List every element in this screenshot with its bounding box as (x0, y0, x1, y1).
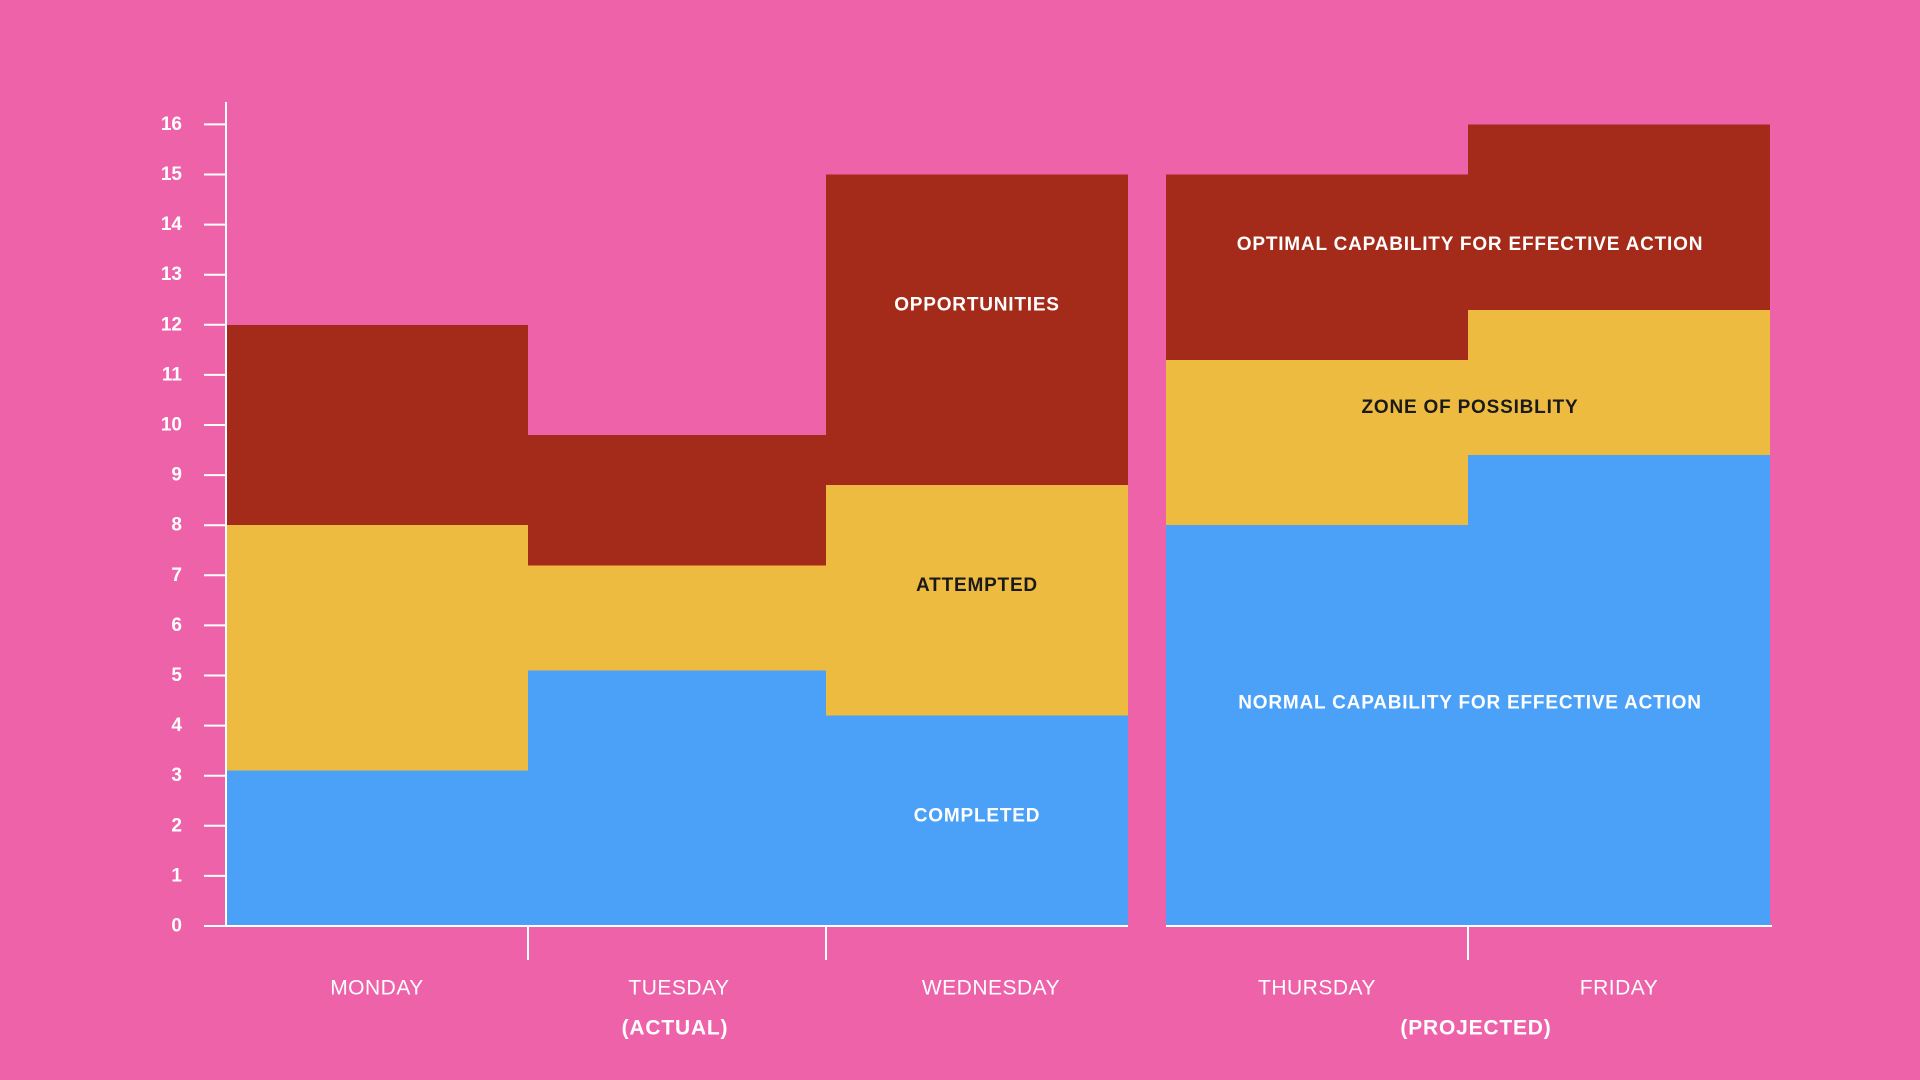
y-tick-label-15: 15 (161, 164, 183, 185)
x-label-wednesday: WEDNESDAY (922, 977, 1060, 1000)
bar-segment-friday-series-1 (1468, 455, 1770, 926)
annotation-optimal-capability-for-effective-action: OPTIMAL CAPABILITY FOR EFFECTIVE ACTION (1237, 234, 1703, 255)
y-tick-label-1: 1 (171, 865, 182, 886)
y-tick-label-7: 7 (171, 565, 182, 586)
bar-segment-monday-series-3 (226, 324, 528, 526)
y-tick-label-5: 5 (171, 665, 182, 686)
y-tick-label-16: 16 (161, 114, 182, 135)
y-tick-label-12: 12 (161, 314, 182, 335)
group-label-1: (ACTUAL) (622, 1017, 729, 1040)
annotation-completed: COMPLETED (914, 805, 1040, 826)
y-tick-label-4: 4 (171, 715, 182, 736)
annotation-attempted: ATTEMPTED (916, 575, 1038, 596)
bar-segment-monday-series-1 (226, 770, 528, 926)
y-tick-label-13: 13 (161, 264, 182, 285)
y-tick-label-14: 14 (161, 214, 183, 235)
y-tick-label-0: 0 (171, 916, 182, 937)
x-label-tuesday: TUESDAY (628, 977, 729, 1000)
annotation-zone-of-possiblity: ZONE OF POSSIBLITY (1361, 397, 1578, 418)
annotation-layer: OPPORTUNITIES ATTEMPTED COMPLETED OPTIMAL C… (894, 234, 1703, 826)
annotation-normal-capability-for-effective-action: NORMAL CAPABILITY FOR EFFECTIVE ACTION (1238, 693, 1702, 714)
bar-layer (226, 124, 1770, 926)
x-label-friday: FRIDAY (1580, 977, 1658, 1000)
axes-layer (204, 102, 1772, 960)
bar-segment-thursday-series-2 (1166, 359, 1468, 526)
y-tick-label-9: 9 (171, 465, 182, 486)
group-label-2: (PROJECTED) (1400, 1017, 1551, 1040)
bar-segment-wednesday-series-2 (826, 485, 1128, 716)
bar-segment-friday-series-3 (1468, 124, 1770, 310)
bar-segment-thursday-series-3 (1166, 174, 1468, 360)
bar-segment-monday-series-2 (226, 525, 528, 771)
bar-segment-wednesday-series-1 (826, 715, 1128, 926)
bar-segment-tuesday-series-1 (528, 670, 830, 926)
annotation-opportunities: OPPORTUNITIES (894, 294, 1060, 315)
y-tick-label-11: 11 (162, 364, 183, 385)
bar-segment-tuesday-series-2 (528, 565, 830, 671)
x-label-thursday: THURSDAY (1258, 977, 1376, 1000)
y-tick-label-10: 10 (161, 415, 182, 436)
x-label-monday: MONDAY (330, 977, 424, 1000)
y-tick-label-6: 6 (171, 615, 182, 636)
y-tick-label-3: 3 (171, 765, 182, 786)
y-tick-label-8: 8 (171, 515, 182, 536)
bar-segment-tuesday-series-3 (528, 435, 830, 566)
bar-segment-wednesday-series-3 (826, 174, 1128, 486)
y-tick-label-2: 2 (171, 815, 182, 836)
bar-segment-thursday-series-1 (1166, 525, 1468, 926)
bar-segment-friday-series-2 (1468, 309, 1770, 456)
